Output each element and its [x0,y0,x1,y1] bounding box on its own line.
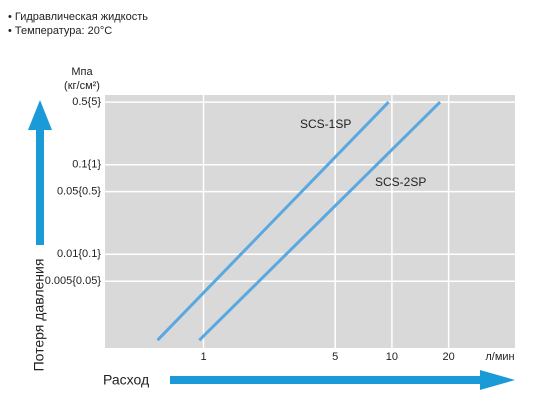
y-tick-label: 0.5{5} [72,96,101,108]
x-arrow [170,370,515,390]
series-line [198,101,442,342]
x-unit: л/мин [485,351,514,363]
y-unit: (кг/см²) [64,80,100,92]
y-tick-label: 0.005{0.05} [45,275,102,287]
x-axis-title: Расход [103,372,149,388]
series-line [156,101,390,342]
series-label: SCS-1SP [300,117,351,131]
y-tick-label: 0.01{0.1} [57,248,101,260]
y-axis-title: Потеря давления [31,259,47,372]
note: • Температура: 20°C [8,25,112,37]
x-tick-label: 20 [443,351,455,363]
series-label: SCS-2SP [375,175,426,189]
y-tick-label: 0.05{0.5} [57,186,101,198]
y-tick-label: 0.1{1} [72,159,101,171]
x-tick-label: 10 [386,351,398,363]
x-tick-label: 1 [200,351,206,363]
y-arrow [28,100,52,245]
y-unit: Мпа [71,66,93,78]
plot-area [105,95,515,348]
note: • Гидравлическая жидкость [8,11,148,23]
x-tick-label: 5 [332,351,338,363]
